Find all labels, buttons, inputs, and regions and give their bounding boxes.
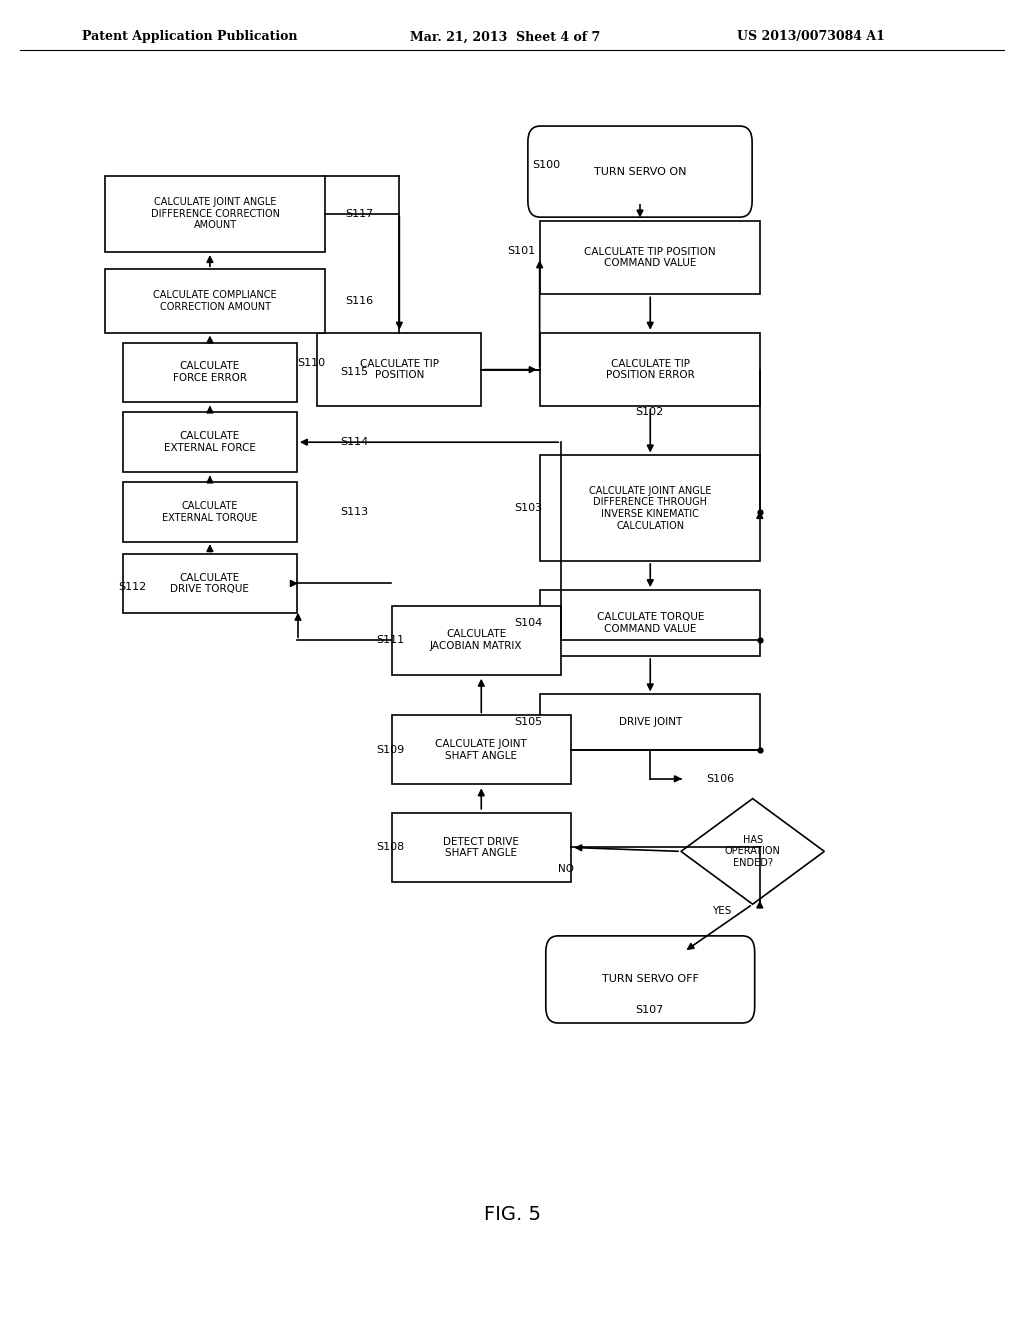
- Text: CALCULATE
EXTERNAL FORCE: CALCULATE EXTERNAL FORCE: [164, 432, 256, 453]
- Text: S108: S108: [376, 842, 404, 853]
- Text: S101: S101: [507, 246, 535, 256]
- Text: HAS
OPERATION
ENDED?: HAS OPERATION ENDED?: [725, 834, 780, 869]
- Text: S102: S102: [635, 407, 664, 417]
- Text: S107: S107: [635, 1005, 664, 1015]
- Text: CALCULATE TIP POSITION
COMMAND VALUE: CALCULATE TIP POSITION COMMAND VALUE: [585, 247, 716, 268]
- Polygon shape: [681, 799, 824, 904]
- Text: S111: S111: [376, 635, 403, 645]
- Text: CALCULATE
DRIVE TORQUE: CALCULATE DRIVE TORQUE: [170, 573, 250, 594]
- FancyBboxPatch shape: [317, 333, 481, 407]
- FancyBboxPatch shape: [104, 269, 326, 333]
- Text: S114: S114: [340, 437, 369, 447]
- Text: DETECT DRIVE
SHAFT ANGLE: DETECT DRIVE SHAFT ANGLE: [443, 837, 519, 858]
- Text: S106: S106: [707, 774, 734, 784]
- Text: CALCULATE
JACOBIAN MATRIX: CALCULATE JACOBIAN MATRIX: [430, 630, 522, 651]
- FancyBboxPatch shape: [541, 590, 760, 656]
- Text: S100: S100: [532, 160, 560, 170]
- Text: CALCULATE COMPLIANCE
CORRECTION AMOUNT: CALCULATE COMPLIANCE CORRECTION AMOUNT: [154, 290, 276, 312]
- Text: NO: NO: [558, 863, 574, 874]
- FancyBboxPatch shape: [123, 553, 297, 612]
- Text: S113: S113: [340, 507, 368, 517]
- Text: TURN SERVO OFF: TURN SERVO OFF: [602, 974, 698, 985]
- FancyBboxPatch shape: [528, 125, 752, 216]
- FancyBboxPatch shape: [541, 220, 760, 293]
- FancyBboxPatch shape: [541, 694, 760, 750]
- Text: S104: S104: [514, 618, 543, 628]
- FancyBboxPatch shape: [104, 176, 326, 252]
- Text: S112: S112: [118, 582, 146, 593]
- Text: CALCULATE
FORCE ERROR: CALCULATE FORCE ERROR: [173, 362, 247, 383]
- Text: TURN SERVO ON: TURN SERVO ON: [594, 166, 686, 177]
- FancyBboxPatch shape: [123, 342, 297, 401]
- Text: S110: S110: [297, 358, 325, 368]
- FancyBboxPatch shape: [391, 606, 561, 675]
- Text: CALCULATE TIP
POSITION ERROR: CALCULATE TIP POSITION ERROR: [606, 359, 694, 380]
- FancyBboxPatch shape: [546, 936, 755, 1023]
- Text: S105: S105: [514, 717, 542, 727]
- FancyBboxPatch shape: [541, 333, 760, 407]
- Text: YES: YES: [712, 906, 731, 916]
- FancyBboxPatch shape: [123, 412, 297, 471]
- Text: CALCULATE TORQUE
COMMAND VALUE: CALCULATE TORQUE COMMAND VALUE: [597, 612, 703, 634]
- FancyBboxPatch shape: [391, 813, 570, 882]
- Text: CALCULATE JOINT ANGLE
DIFFERENCE CORRECTION
AMOUNT: CALCULATE JOINT ANGLE DIFFERENCE CORRECT…: [151, 197, 280, 231]
- Text: CALCULATE JOINT
SHAFT ANGLE: CALCULATE JOINT SHAFT ANGLE: [435, 739, 527, 760]
- Text: DRIVE JOINT: DRIVE JOINT: [618, 717, 682, 727]
- Text: CALCULATE
EXTERNAL TORQUE: CALCULATE EXTERNAL TORQUE: [162, 502, 258, 523]
- Text: S116: S116: [345, 296, 373, 306]
- Text: S117: S117: [345, 209, 374, 219]
- Text: S103: S103: [514, 503, 542, 513]
- Text: S115: S115: [340, 367, 368, 378]
- Text: FIG. 5: FIG. 5: [483, 1205, 541, 1224]
- FancyBboxPatch shape: [123, 482, 297, 541]
- Text: Mar. 21, 2013  Sheet 4 of 7: Mar. 21, 2013 Sheet 4 of 7: [410, 30, 600, 44]
- Text: CALCULATE JOINT ANGLE
DIFFERENCE THROUGH
INVERSE KINEMATIC
CALCULATION: CALCULATE JOINT ANGLE DIFFERENCE THROUGH…: [589, 486, 712, 531]
- Text: S109: S109: [376, 744, 404, 755]
- FancyBboxPatch shape: [541, 455, 760, 561]
- Text: Patent Application Publication: Patent Application Publication: [82, 30, 297, 44]
- Text: US 2013/0073084 A1: US 2013/0073084 A1: [737, 30, 885, 44]
- FancyBboxPatch shape: [391, 715, 570, 784]
- Text: CALCULATE TIP
POSITION: CALCULATE TIP POSITION: [359, 359, 439, 380]
